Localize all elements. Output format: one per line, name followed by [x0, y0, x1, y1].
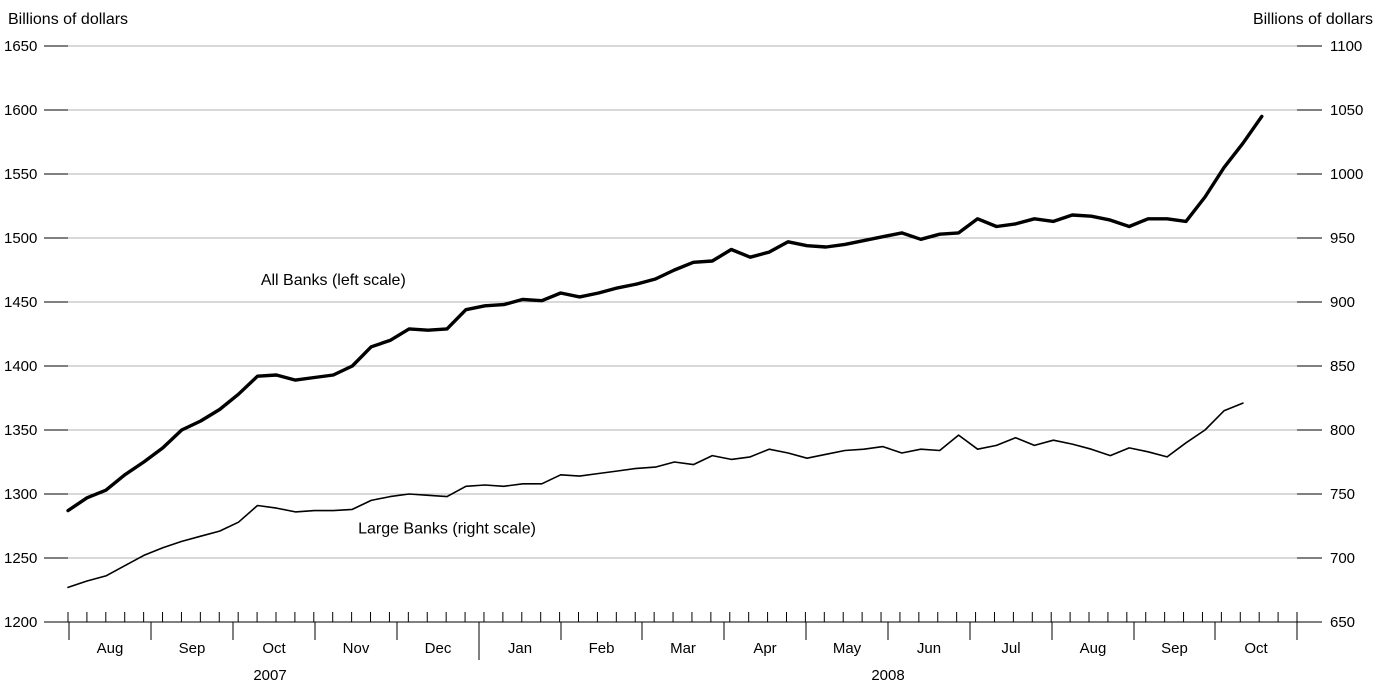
- year-label: 2007: [253, 667, 286, 684]
- month-label: Apr: [753, 640, 776, 657]
- month-label: Sep: [179, 640, 206, 657]
- month-label: Sep: [1161, 640, 1188, 657]
- left-tick-label: 1350: [4, 422, 37, 439]
- month-label: Oct: [1244, 640, 1268, 657]
- year-label: 2008: [871, 667, 904, 684]
- month-label: Dec: [425, 640, 452, 657]
- right-tick-label: 650: [1330, 614, 1355, 631]
- series-lines: [66, 114, 1264, 589]
- right-tick-label: 850: [1330, 358, 1355, 375]
- left-tick-label: 1500: [4, 230, 37, 247]
- large-banks-annotation: Large Banks (right scale): [358, 521, 536, 538]
- left-tick-label: 1650: [4, 38, 37, 55]
- x-axis: Aug Sep Oct Nov Dec Jan Feb Mar Apr May Jun Jul Aug S…: [67, 612, 1298, 684]
- month-label: Feb: [589, 640, 615, 657]
- left-tick-label: 1200: [4, 614, 37, 631]
- right-axis: 650 700 750 800 850 900 950 1000 1050 1100: [1297, 38, 1363, 631]
- left-tick-label: 1550: [4, 166, 37, 183]
- left-tick-label: 1400: [4, 358, 37, 375]
- right-tick-label: 750: [1330, 486, 1355, 503]
- left-tick-label: 1300: [4, 486, 37, 503]
- all-banks-annotation: All Banks (left scale): [261, 272, 406, 289]
- left-axis-label: Billions of dollars: [8, 11, 128, 28]
- month-label: Nov: [343, 640, 370, 657]
- right-tick-label: 800: [1330, 422, 1355, 439]
- right-tick-label: 1000: [1330, 166, 1363, 183]
- all-banks-line: [66, 114, 1264, 513]
- right-tick-label: 1050: [1330, 102, 1363, 119]
- right-axis-label: Billions of dollars: [1253, 11, 1373, 28]
- large-banks-line: [67, 402, 1244, 589]
- right-tick-label: 950: [1330, 230, 1355, 247]
- month-label: Jan: [508, 640, 532, 657]
- month-label: Aug: [97, 640, 124, 657]
- right-tick-label: 700: [1330, 550, 1355, 567]
- annotations: All Banks (left scale) Large Banks (right…: [261, 272, 536, 538]
- month-label: May: [833, 640, 862, 657]
- month-label: Aug: [1080, 640, 1107, 657]
- left-tick-label: 1250: [4, 550, 37, 567]
- month-label: Jun: [917, 640, 941, 657]
- right-tick-label: 1100: [1330, 38, 1362, 55]
- month-label: Jul: [1001, 640, 1020, 657]
- left-tick-label: 1450: [4, 294, 37, 311]
- month-label: Oct: [262, 640, 286, 657]
- month-label: Mar: [670, 640, 696, 657]
- right-tick-label: 900: [1330, 294, 1355, 311]
- left-axis: 1200 1250 1300 1350 1400 1450 1500 1550 1600 1650: [4, 38, 68, 631]
- left-tick-label: 1600: [4, 102, 37, 119]
- gridlines: [68, 45, 1297, 559]
